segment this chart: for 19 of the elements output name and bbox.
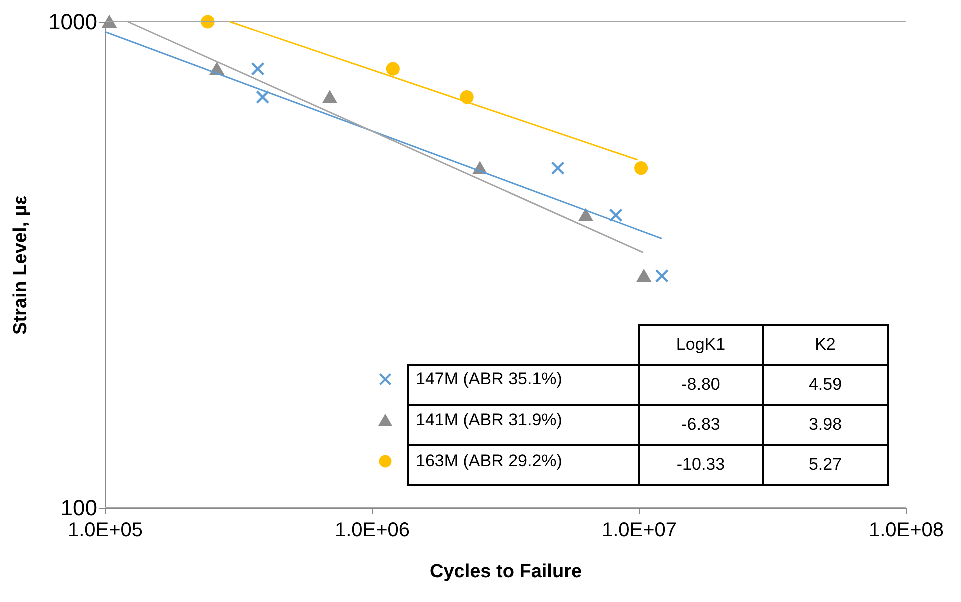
x-tick-label: 1.0E+07 [602,520,678,542]
legend-label: 147M (ABR 35.1%) [416,370,562,388]
annotation: -10.33 [639,445,763,485]
x-tick-label: 1.0E+06 [334,520,410,542]
annotation: LogK1 [639,325,763,365]
x-tick-label: 1.0E+05 [68,520,144,542]
legend-label: 141M (ABR 31.9%) [416,410,562,430]
legend-label: 163M (ABR 29.2%) [416,452,562,470]
y-axis-title: Strain Level, με [10,196,32,335]
y-tick-label: 100 [60,496,98,520]
x-axis-title: Cycles to Failure [430,562,582,582]
annotation: -8.80 [639,365,763,405]
annotation: 4.59 [763,365,888,405]
annotation: -6.83 [639,405,763,445]
x-tick-label: 1.0E+08 [868,520,944,542]
y-tick-label: 1000 [48,10,98,34]
annotation: K2 [763,325,888,365]
annotation: 5.27 [763,445,888,485]
annotation: 3.98 [763,405,888,445]
